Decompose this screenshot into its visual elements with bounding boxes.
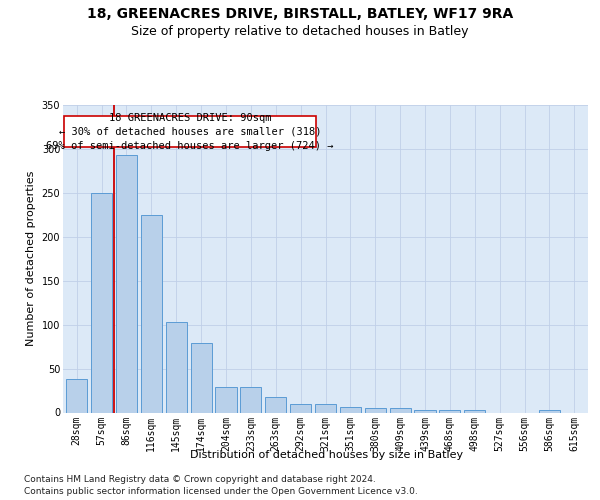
Bar	[265, 396, 286, 412]
Bar	[166, 322, 187, 412]
Bar	[415, 410, 436, 412]
Text: Contains HM Land Registry data © Crown copyright and database right 2024.
Contai: Contains HM Land Registry data © Crown c…	[24, 474, 418, 496]
Bar	[290, 404, 311, 412]
Bar	[91, 193, 112, 412]
FancyBboxPatch shape	[64, 116, 316, 147]
Text: Distribution of detached houses by size in Batley: Distribution of detached houses by size …	[190, 450, 464, 460]
Bar	[365, 408, 386, 412]
Bar	[240, 387, 262, 412]
Bar	[315, 404, 336, 412]
Y-axis label: Number of detached properties: Number of detached properties	[26, 171, 36, 346]
Text: 18, GREENACRES DRIVE, BIRSTALL, BATLEY, WF17 9RA: 18, GREENACRES DRIVE, BIRSTALL, BATLEY, …	[87, 6, 513, 20]
Bar	[439, 410, 460, 412]
Text: Size of property relative to detached houses in Batley: Size of property relative to detached ho…	[131, 25, 469, 38]
Bar	[66, 379, 87, 412]
Bar	[464, 410, 485, 412]
Text: 18 GREENACRES DRIVE: 90sqm
← 30% of detached houses are smaller (318)
69% of sem: 18 GREENACRES DRIVE: 90sqm ← 30% of deta…	[46, 113, 334, 151]
Bar	[191, 343, 212, 412]
Bar	[215, 387, 236, 412]
Bar	[141, 215, 162, 412]
Bar	[539, 410, 560, 412]
Bar	[389, 408, 411, 412]
Bar	[116, 155, 137, 412]
Bar	[340, 407, 361, 412]
